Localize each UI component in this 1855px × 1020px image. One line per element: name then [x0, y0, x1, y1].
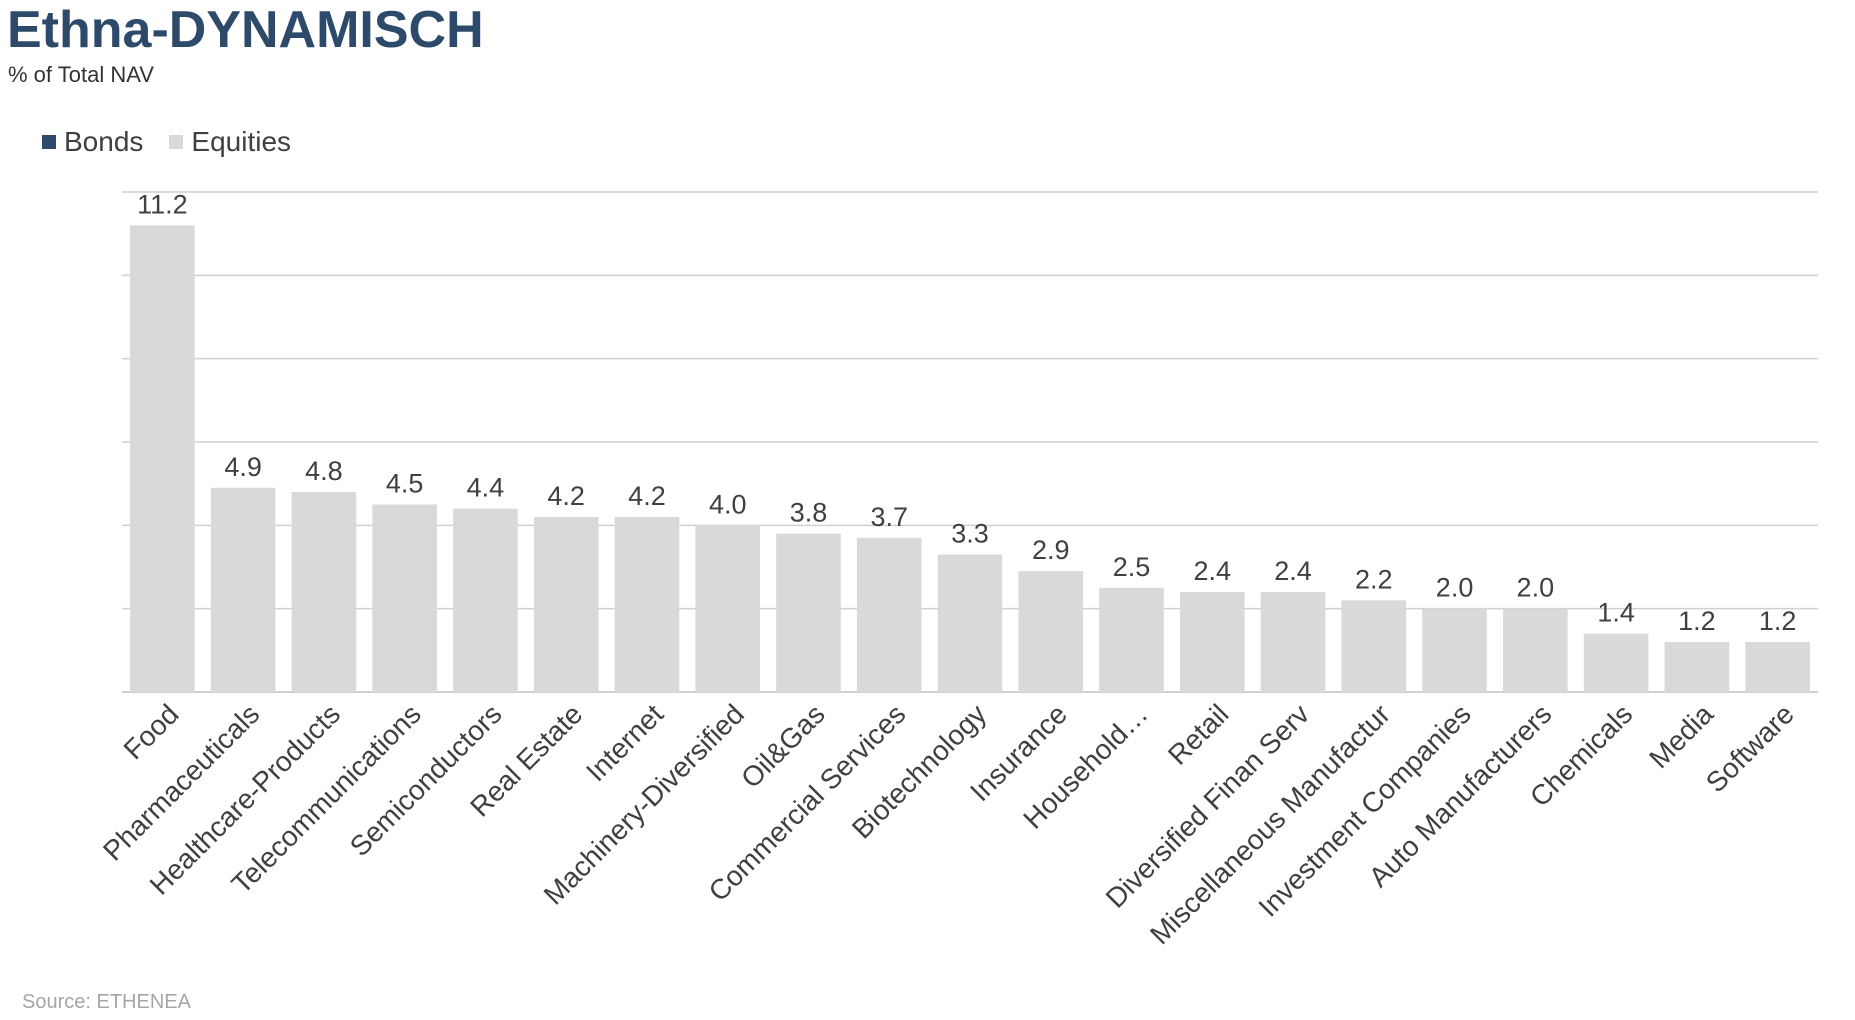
bar-equities — [1745, 642, 1810, 692]
bar-equities — [291, 492, 357, 692]
bar-equities — [1179, 592, 1245, 692]
data-label: 4.4 — [467, 473, 505, 503]
bar-equities — [1341, 600, 1407, 692]
bar-equities — [1503, 608, 1568, 692]
bar-equities — [1099, 587, 1164, 692]
data-label: 2.0 — [1436, 573, 1474, 603]
data-label: 3.7 — [870, 502, 908, 532]
source-note: Source: ETHENEA — [22, 991, 191, 1013]
data-label: 4.5 — [386, 469, 424, 499]
legend-item-equities: Equities — [169, 126, 291, 158]
legend-label-bonds: Bonds — [64, 126, 144, 157]
category-label: Semiconductors — [344, 698, 508, 862]
category-label: Retail — [1162, 698, 1235, 771]
data-label: 3.3 — [951, 519, 989, 549]
data-labels: 11.2 4.9 4.8 4.5 4.4 4.2 4.2 4.0 3.8 3.7 3.3 2.9 2.5… — [137, 189, 1796, 636]
bars — [130, 225, 1810, 693]
bar-equities — [210, 487, 276, 692]
data-label: 2.0 — [1517, 573, 1555, 603]
bar-equities — [695, 525, 761, 692]
data-label: 4.8 — [305, 456, 343, 486]
data-label: 2.4 — [1194, 556, 1232, 586]
category-label: Software — [1700, 698, 1800, 798]
legend-swatch-bonds — [42, 135, 56, 149]
category-label: Food — [118, 698, 185, 765]
chart-subtitle: % of Total NAV — [8, 62, 154, 87]
bar-equities — [1664, 642, 1730, 692]
data-label: 1.2 — [1759, 606, 1797, 636]
category-labels: FoodPharmaceuticalsHealthcare-ProductsTe… — [97, 698, 1800, 950]
bar-equities — [776, 533, 841, 692]
data-label: 2.2 — [1355, 564, 1393, 594]
data-label: 11.2 — [137, 189, 188, 219]
bar-equities — [1018, 571, 1084, 692]
data-label: 4.9 — [224, 452, 262, 482]
category-label: Media — [1643, 698, 1719, 774]
bar-equities — [614, 517, 680, 692]
data-label: 4.0 — [709, 489, 747, 519]
bar-equities — [372, 504, 437, 692]
legend-item-bonds: Bonds — [42, 126, 143, 158]
data-label: 2.9 — [1032, 535, 1070, 565]
bar-equities — [1583, 633, 1649, 692]
data-label: 4.2 — [628, 481, 666, 511]
bar-equities — [856, 537, 922, 692]
data-label: 2.5 — [1113, 552, 1151, 582]
bar-equities — [130, 225, 195, 693]
bar-equities — [1422, 608, 1487, 692]
data-label: 1.2 — [1678, 606, 1716, 636]
bar-equities — [453, 508, 518, 692]
bar-equities — [937, 554, 1003, 692]
chart-title: Ethna-DYNAMISCH — [7, 1, 484, 59]
data-label: 4.2 — [547, 481, 585, 511]
data-label: 3.8 — [790, 498, 828, 528]
legend-label-equities: Equities — [191, 126, 292, 157]
bar-equities — [1260, 592, 1326, 692]
chart-legend: Bonds Equities — [42, 126, 317, 158]
data-label: 1.4 — [1597, 598, 1635, 628]
legend-swatch-equities — [169, 135, 184, 149]
bar-equities — [533, 517, 599, 692]
data-label: 2.4 — [1274, 556, 1312, 586]
